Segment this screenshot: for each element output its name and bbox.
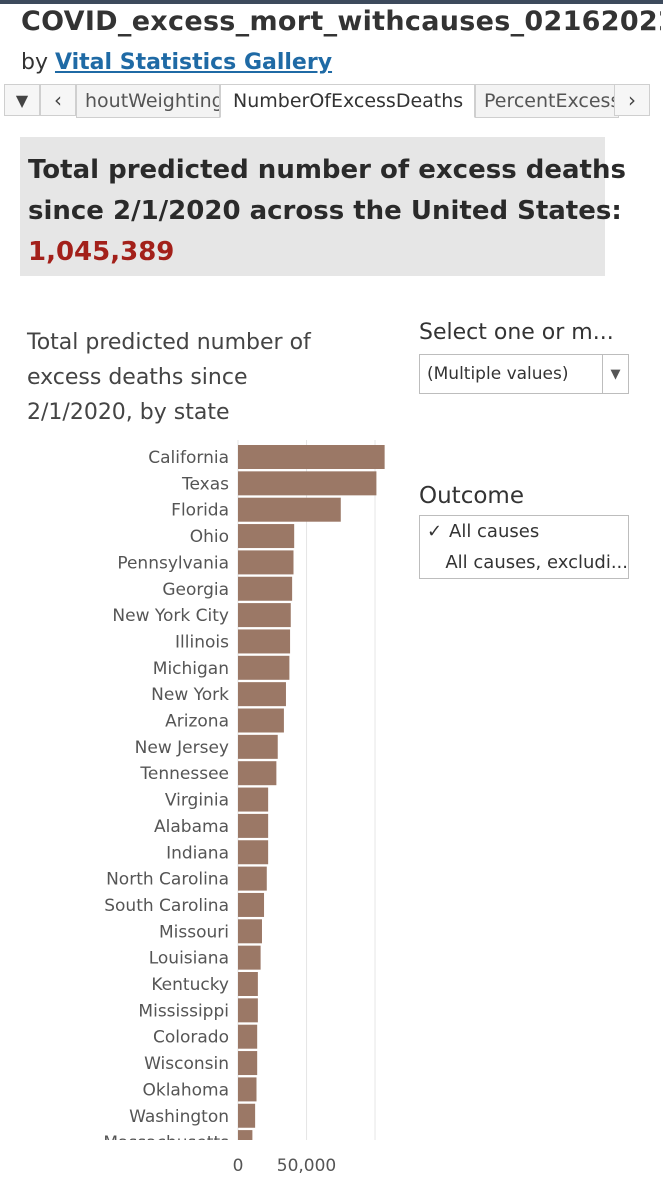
author-link[interactable]: Vital Statistics Gallery [54, 50, 333, 75]
chart-title-line-2: excess deaths since [27, 365, 248, 390]
state-label: Colorado [153, 1028, 229, 1048]
bar-illinois [238, 629, 291, 654]
x-tick-label: 50,000 [277, 1156, 336, 1176]
bar-georgia [238, 576, 293, 601]
x-tick-label: 0 [233, 1156, 244, 1176]
bar-wisconsin [238, 1051, 258, 1076]
bar-arizona [238, 708, 284, 733]
state-label: Ohio [190, 527, 229, 547]
bar-mississippi [238, 998, 258, 1023]
outcome-list: ✓ All causes All causes, excludi... [419, 515, 629, 579]
tab-scroll-left-button[interactable]: ‹ [40, 84, 76, 116]
state-label: Washington [129, 1107, 229, 1127]
state-filter-label: Select one or m... [419, 320, 614, 345]
bar-alabama [238, 813, 269, 838]
state-label: New Jersey [135, 738, 229, 758]
byline-prefix: by [21, 50, 48, 75]
sheet-tab-bar: ▼ ‹ houtWeighting NumberOfExcessDeaths P… [0, 84, 663, 118]
bar-massachusetts [238, 1130, 253, 1140]
bar-ohio [238, 524, 295, 549]
state-label: Virginia [165, 791, 229, 811]
top-border [0, 0, 663, 4]
tab-number-of-excess-deaths[interactable]: NumberOfExcessDeaths [220, 84, 475, 118]
chevron-left-icon: ‹ [54, 88, 62, 112]
kpi-line-1: Total predicted number of excess deaths [28, 155, 626, 185]
state-label: New York City [112, 606, 229, 626]
state-label: New York [151, 685, 229, 705]
kpi-line-2: since 2/1/2020 across the United States: [28, 196, 622, 226]
state-label: Pennsylvania [117, 553, 229, 573]
state-label: Michigan [153, 659, 229, 679]
bar-florida [238, 497, 341, 522]
bar-pennsylvania [238, 550, 294, 575]
bar-louisiana [238, 945, 261, 970]
chart-title-line-1: Total predicted number of [27, 330, 311, 355]
bar-tennessee [238, 761, 277, 786]
state-label: Mississippi [138, 1001, 229, 1021]
state-label: North Carolina [106, 870, 229, 890]
bar-colorado [238, 1024, 258, 1049]
bar-north-carolina [238, 866, 267, 891]
state-label: California [148, 448, 229, 468]
state-label: South Carolina [104, 896, 229, 916]
state-label: Indiana [166, 843, 229, 863]
outcome-option-label: All causes [449, 521, 540, 542]
byline: by Vital Statistics Gallery [21, 50, 332, 75]
bar-missouri [238, 919, 262, 944]
kpi-total-value: 1,045,389 [28, 237, 175, 267]
state-label: Tennessee [139, 764, 229, 784]
excess-deaths-bar-chart: California Texas Florida Ohio Pennsylvania Ge… [103, 440, 385, 1176]
state-label: Missouri [159, 922, 229, 942]
state-filter-dropdown[interactable]: (Multiple values) ▼ [419, 354, 629, 394]
dropdown-arrow-button[interactable]: ▼ [602, 355, 628, 393]
bar-new-york [238, 682, 286, 707]
state-label: Texas [181, 474, 229, 494]
chevron-right-icon: › [628, 88, 636, 112]
state-label: Alabama [154, 817, 229, 837]
state-filter-value: (Multiple values) [427, 364, 569, 384]
outcome-option-excluding[interactable]: All causes, excludi... [420, 547, 628, 578]
state-label: Illinois [175, 632, 229, 652]
viz-title: COVID_excess_mort_withcauses_02162022 [21, 6, 661, 37]
bar-washington [238, 1103, 256, 1128]
tab-scroll-right-button[interactable]: › [614, 84, 650, 116]
state-label: Massachusetts [103, 1133, 229, 1153]
bar-new-jersey [238, 734, 278, 759]
bar-indiana [238, 840, 269, 865]
state-label: Florida [171, 501, 229, 521]
outcome-label: Outcome [419, 483, 524, 509]
state-label: Arizona [165, 712, 229, 732]
state-label: Louisiana [149, 949, 229, 969]
chart-title: Total predicted number of excess deaths … [27, 325, 347, 430]
kpi-summary-box: Total predicted number of excess deaths … [20, 137, 626, 276]
outcome-option-all-causes[interactable]: ✓ All causes [420, 516, 628, 547]
bar-new-york-city [238, 603, 291, 628]
tab-percent-excess-deaths[interactable]: PercentExcessDeaths [475, 84, 619, 118]
bar-texas [238, 471, 377, 496]
state-label: Kentucky [151, 975, 229, 995]
bar-california [238, 445, 385, 469]
state-label: Oklahoma [142, 1080, 229, 1100]
bar-virginia [238, 787, 269, 812]
state-label: Wisconsin [144, 1054, 229, 1074]
bar-oklahoma [238, 1077, 257, 1102]
tab-menu-button[interactable]: ▼ [4, 84, 40, 116]
bar-michigan [238, 655, 290, 680]
bar-kentucky [238, 972, 258, 996]
bar-south-carolina [238, 892, 265, 917]
caret-down-icon: ▼ [15, 90, 29, 110]
state-label: Georgia [162, 580, 229, 600]
chart-title-line-3: 2/1/2020, by state [27, 400, 230, 425]
checkmark-icon: ✓ [426, 521, 443, 542]
caret-down-icon: ▼ [610, 366, 621, 382]
outcome-option-label: All causes, excludi... [445, 552, 628, 573]
bars-group: California Texas Florida Ohio Pennsylvania Ge… [103, 445, 385, 1153]
tab-without-weighting[interactable]: houtWeighting [76, 84, 220, 118]
